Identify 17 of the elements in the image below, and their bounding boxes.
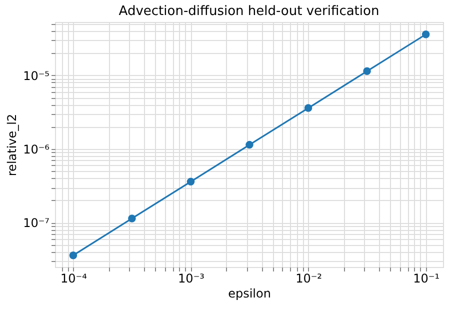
x-tick-label: 10⁻³ — [178, 272, 205, 286]
point — [186, 178, 195, 186]
point — [304, 104, 312, 112]
y-axis-title: relative_l2 — [5, 114, 20, 176]
point — [422, 30, 430, 38]
point — [246, 140, 254, 149]
x-tick-label: 10⁻¹ — [413, 272, 440, 286]
y-tick-label: 10⁻⁵ — [23, 68, 50, 83]
point — [128, 214, 136, 222]
chart-title: Advection-diffusion held-out verification — [118, 4, 380, 19]
x-tick-label: 10⁻⁴ — [60, 272, 88, 286]
y-tick-label: 10⁻⁶ — [23, 142, 50, 156]
point — [363, 67, 371, 76]
point — [69, 251, 78, 260]
x-tick-label: 10⁻² — [296, 272, 322, 286]
y-tick-label: 10⁻⁷ — [23, 216, 50, 230]
x-axis-title: epsilon — [228, 286, 271, 300]
